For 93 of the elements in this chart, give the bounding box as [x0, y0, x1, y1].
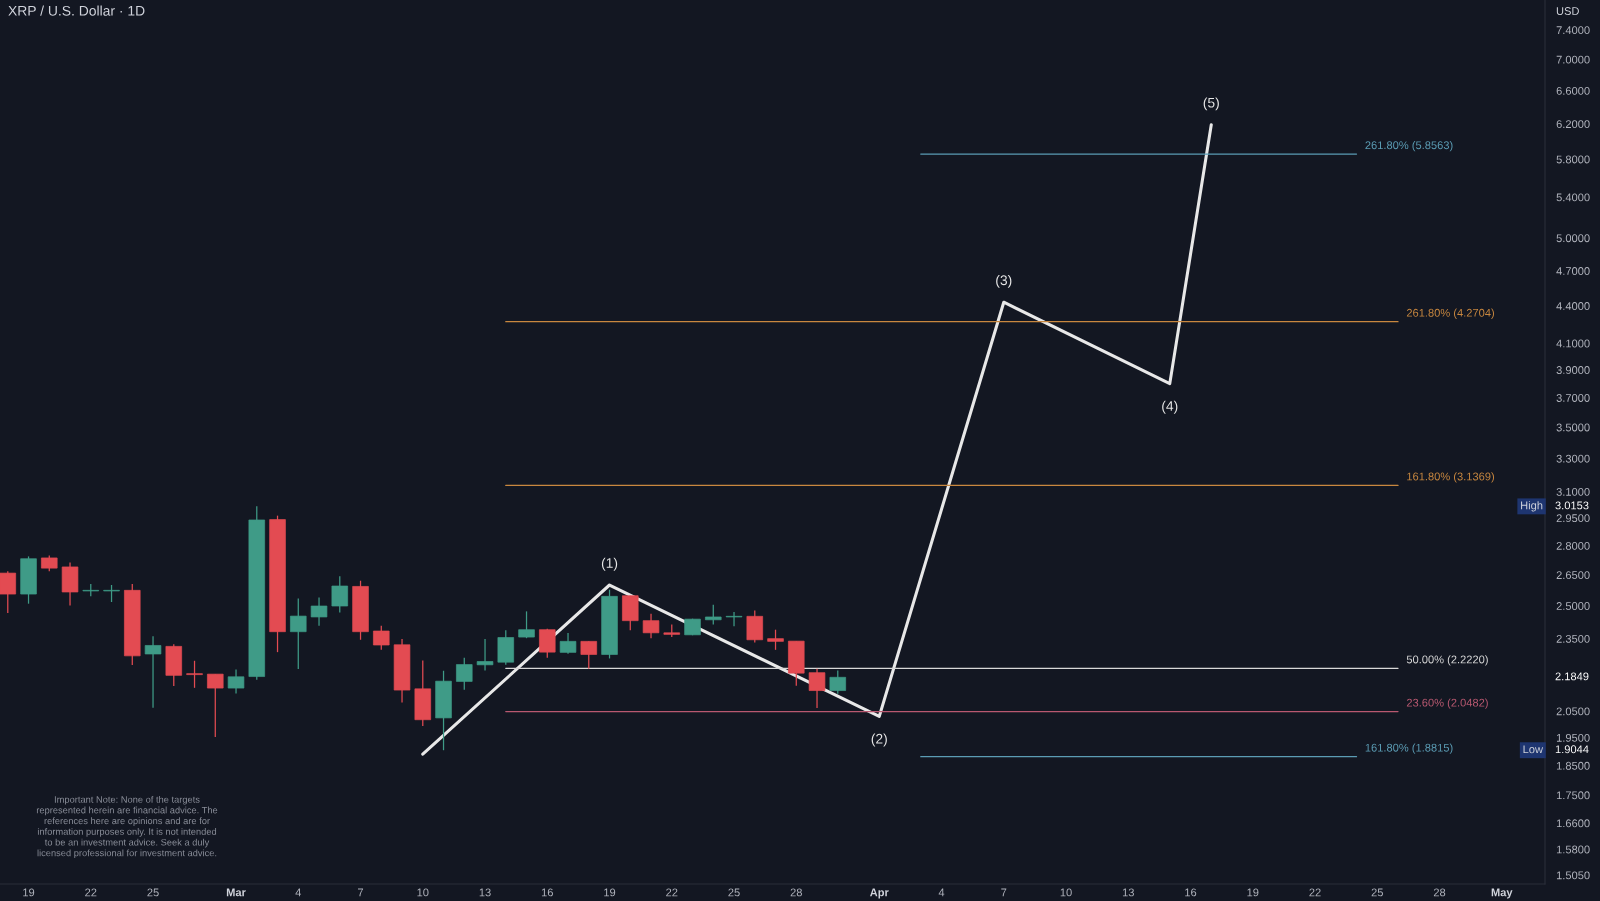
candlestick: [456, 657, 473, 691]
annotation: (2): [871, 733, 887, 747]
x-tick-label: 25: [728, 888, 740, 897]
y-tick-label: 7.0000: [1556, 55, 1590, 64]
candlestick: [373, 625, 390, 651]
chart-title: XRP / U.S. Dollar · 1D: [8, 5, 145, 16]
series-label: 161.80% (1.8815): [1365, 743, 1453, 754]
line-series: [421, 123, 1213, 756]
candlestick: [642, 613, 660, 639]
candlestick: [207, 673, 224, 738]
x-tick-label: May: [1491, 888, 1513, 899]
candlestick: [808, 668, 826, 709]
x-tick-label: Mar: [226, 888, 246, 897]
x-tick-label: 28: [790, 888, 802, 897]
y-tick-label: 4.4000: [1556, 302, 1590, 310]
x-tick-label: Apr: [869, 888, 889, 899]
series-label: 261.80% (4.2704): [1406, 308, 1494, 319]
candlestick: [186, 660, 203, 689]
y-tick-label: 4.7000: [1556, 267, 1590, 275]
x-tick-label: 19: [23, 888, 35, 897]
candlestick: [518, 610, 535, 639]
x-tick-label: 22: [85, 888, 97, 897]
x-tick-label: 22: [666, 888, 678, 897]
x-tick-label: 13: [479, 888, 491, 897]
candlestick: [227, 668, 245, 695]
candlestick: [580, 640, 598, 670]
y-tick-label: 2.0500: [1556, 707, 1590, 716]
annotation: (1): [601, 557, 618, 571]
annotation: (5): [1203, 97, 1219, 111]
text: 2.1849: [1555, 672, 1589, 681]
candlestick: [310, 596, 328, 627]
x-tick-label: 28: [1433, 888, 1446, 897]
y-tick-label: 6.2000: [1556, 120, 1590, 128]
candlestick: [705, 604, 722, 626]
text: 3.0153: [1555, 501, 1589, 510]
y-tick-label: 3.5000: [1556, 423, 1590, 432]
y-tick-label: 3.9000: [1556, 366, 1590, 374]
annotation: Low: [1523, 745, 1544, 754]
x-tick-label: 10: [1060, 888, 1072, 897]
y-tick-label: 3.3000: [1556, 454, 1590, 463]
candlestick: [476, 638, 494, 672]
x-tick-label: 13: [1122, 888, 1134, 897]
candlestick: [331, 575, 349, 614]
x-tick-label: 19: [1247, 888, 1259, 897]
y-tick-label: 3.1000: [1556, 487, 1590, 496]
annotation: (3): [996, 274, 1012, 288]
candlestick: [746, 609, 764, 644]
series-label: 50.00% (2.2220): [1406, 655, 1488, 666]
x-tick-label: 7: [1001, 888, 1007, 897]
candlestick: [559, 632, 577, 655]
candlestick: [290, 597, 307, 670]
x-tick-label: 25: [147, 888, 159, 897]
y-tick-label: 3.7000: [1556, 394, 1590, 402]
series-label: 23.60% (2.0482): [1406, 698, 1488, 709]
candlestick: [144, 635, 162, 709]
x-tick-label: 4: [295, 888, 302, 897]
text: 1.9044: [1555, 745, 1589, 754]
y-tick-label: 2.6500: [1556, 571, 1590, 580]
annotation: Important Note: None of the targets represented herein are financial advice. The references here are opinions and are for information purposes only. It is not intended to be an investment advice. Seek a duly licensed professional for investment advice.: [36, 795, 218, 859]
x-tick-label: 25: [1371, 888, 1383, 897]
x-tick-label: 4: [938, 888, 945, 897]
y-tick-label: 6.6000: [1556, 86, 1590, 95]
x-tick-label: 16: [1185, 888, 1197, 897]
y-axis-title: USD: [1556, 7, 1579, 15]
y-tick-label: 1.7500: [1556, 791, 1590, 800]
y-tick-label: 5.0000: [1556, 234, 1590, 243]
y-tick-label: 2.3500: [1556, 634, 1590, 643]
candlestick: [725, 611, 743, 627]
annotation: (4): [1162, 400, 1178, 414]
candlestick: [539, 628, 556, 659]
y-tick-label: 5.4000: [1556, 193, 1590, 202]
y-tick-label: 5.8000: [1556, 155, 1590, 164]
y-tick-label: 2.8000: [1556, 541, 1590, 550]
series-label: 161.80% (3.1369): [1407, 472, 1494, 483]
y-tick-label: 1.5050: [1556, 871, 1590, 880]
annotation: High: [1521, 501, 1543, 512]
y-tick-label: 1.6600: [1556, 819, 1590, 828]
candlestick: [829, 669, 847, 695]
candlestick: [0, 570, 17, 614]
x-tick-label: 16: [541, 888, 553, 897]
x-tick-label: 10: [417, 888, 429, 897]
x-tick-label: 22: [1309, 888, 1321, 897]
y-tick-label: 1.8500: [1556, 761, 1590, 770]
candlestick: [767, 629, 784, 651]
x-tick-label: 7: [358, 888, 364, 897]
y-tick-label: 1.9500: [1556, 733, 1590, 742]
y-tick-label: 2.5000: [1556, 602, 1590, 610]
y-tick-label: 7.4000: [1556, 26, 1590, 35]
y-tick-label: 1.5800: [1556, 845, 1590, 854]
y-tick-label: 2.9500: [1556, 514, 1590, 523]
x-tick-label: 19: [604, 888, 616, 897]
series-label: 261.80% (5.8563): [1365, 140, 1453, 152]
y-tick-label: 4.1000: [1556, 339, 1590, 348]
